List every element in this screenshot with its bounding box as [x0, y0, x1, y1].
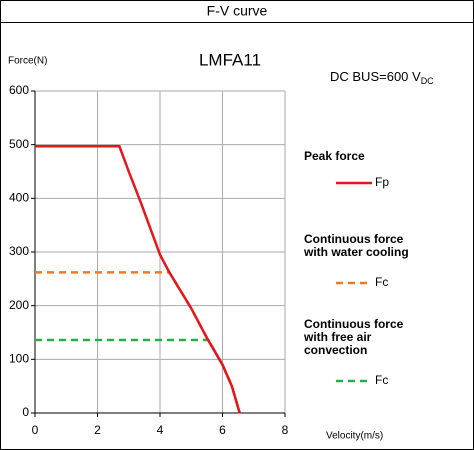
x-tick-label: 2: [94, 423, 101, 437]
y-axis-label: Force(N): [8, 56, 47, 67]
header: F-V curve: [207, 3, 268, 19]
annotation-subscript: DC: [421, 76, 434, 86]
legend-title: with water cooling: [303, 245, 409, 259]
y-tick-label: 300: [9, 244, 29, 258]
legend-title: with free air: [303, 330, 372, 344]
y-tick-label: 200: [9, 298, 29, 312]
series-line: [35, 145, 241, 414]
legend-label: Fc: [375, 275, 388, 289]
x-axis-label: Velocity(m/s): [326, 431, 383, 442]
legend-label: Fc: [375, 373, 388, 387]
x-tick-label: 6: [219, 423, 226, 437]
y-tick-label: 500: [9, 137, 29, 151]
legend-title: Continuous force: [304, 232, 404, 246]
legend-title: Continuous force: [304, 317, 404, 331]
x-tick-label: 8: [282, 423, 289, 437]
x-tick-label: 0: [32, 423, 39, 437]
y-tick-label: 0: [22, 405, 29, 419]
y-tick-label: 100: [9, 352, 29, 366]
legend-label: Fp: [375, 175, 389, 189]
legend-title: Peak force: [304, 149, 365, 163]
annotation: DC BUS=600 VDC: [330, 69, 434, 86]
annotation-text: DC BUS=600 V: [330, 69, 421, 84]
x-tick-label: 4: [157, 423, 164, 437]
y-tick-label: 600: [9, 83, 29, 97]
chart-title: LMFA11: [199, 50, 261, 69]
legend-title: convection: [304, 343, 367, 357]
y-tick-label: 400: [9, 191, 29, 205]
